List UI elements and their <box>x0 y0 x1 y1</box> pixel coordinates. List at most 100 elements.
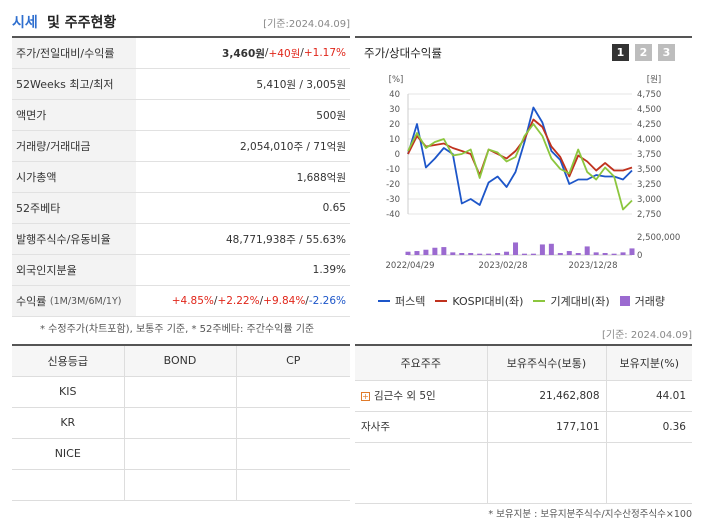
legend-label: 퍼스텍 <box>395 295 426 308</box>
right-axis-unit: [원] <box>647 75 661 85</box>
legend-swatch <box>533 300 546 302</box>
y-right-tick-label: 2,750 <box>637 210 661 220</box>
y-right-tick-label: 4,000 <box>637 135 661 145</box>
legend-item: 기계대비(좌) <box>533 293 610 309</box>
period-button-1[interactable]: 1 <box>612 44 629 61</box>
table-row: KR <box>12 407 350 439</box>
price-row-value: 1.39% <box>312 264 346 276</box>
expand-icon[interactable]: + <box>361 391 370 401</box>
table-header-row: 신용등급 BOND CP <box>12 345 350 377</box>
chart-title: 주가/상대수익률 <box>364 46 442 60</box>
bond-cell <box>123 407 236 439</box>
y-right-tick-label: 3,500 <box>637 165 661 175</box>
return-3m: +2.22% <box>217 295 260 307</box>
price-row: 거래량/거래대금 2,054,010주 / 71억원 <box>12 131 350 162</box>
holder-name-cell: + 김근수 외 5인 <box>355 380 487 412</box>
price-row-value: 0.65 <box>322 202 346 214</box>
legend-item: 거래량 <box>619 293 666 309</box>
cp-cell <box>235 469 350 501</box>
credit-rating-table: 신용등급 BOND CP KIS KR NICE <box>12 344 350 501</box>
returns-label-text: 수익률 <box>16 295 47 308</box>
y-left-tick-label: 0 <box>395 150 400 160</box>
agency-cell <box>12 469 124 501</box>
section-header: 시세 및 주주현황 [기준:2024.04.09] <box>12 10 350 32</box>
y-right-tick-label: 3,000 <box>637 195 661 205</box>
y-right-tick-label: 4,500 <box>637 105 661 115</box>
price-row-label: 발행주식수/유동비율 <box>12 224 136 254</box>
volume-bar <box>441 247 447 255</box>
volume-bar <box>504 251 510 255</box>
column-header: 보유지분(%) <box>605 345 692 381</box>
table-header-row: 주요주주 보유주식수(보통) 보유지분(%) <box>355 345 692 381</box>
price-row: 주가/전일대비/수익률 3,460원 / +40원 / +1.17% <box>12 38 350 69</box>
y-right-tick-label: 4,250 <box>637 120 661 130</box>
volume-bar <box>530 253 536 255</box>
separator: / <box>305 295 309 307</box>
price-row-value: 3,460원 / +40원 / +1.17% <box>136 38 350 68</box>
returns-periods: (1M/3M/6M/1Y) <box>49 295 122 307</box>
shares-cell <box>486 442 606 504</box>
price-row-value: 5,410원 / 3,005원 <box>256 78 346 91</box>
volume-bar <box>521 253 527 255</box>
price-row-label: 거래량/거래대금 <box>12 131 136 161</box>
separator: / <box>300 47 304 59</box>
chart-lines <box>407 106 633 211</box>
column-header: 보유주식수(보통) <box>486 345 606 381</box>
cp-cell <box>235 407 350 439</box>
returns-values: +4.85% / +2.22% / +9.84% / -2.26% <box>136 286 350 316</box>
pct-cell: 0.36 <box>605 411 692 443</box>
separator: / <box>213 295 218 307</box>
series-line-3 <box>407 123 633 211</box>
holder-name: 자사주 <box>361 421 390 433</box>
period-button-2[interactable]: 2 <box>635 44 652 61</box>
period-button-3[interactable]: 3 <box>658 44 675 61</box>
column-header: CP <box>235 345 350 377</box>
major-shareholders-table: 주요주주 보유주식수(보통) 보유지분(%) + 김근수 외 5인 21,462,… <box>355 344 692 504</box>
price-row-label: 외국인지분율 <box>12 255 136 285</box>
price-row: 52Weeks 최고/최저 5,410원 / 3,005원 <box>12 69 350 100</box>
table-row: + 김근수 외 5인 21,462,808 44.01 <box>355 380 692 412</box>
title-market: 시세 <box>12 15 38 31</box>
price-row: 발행주식수/유동비율 48,771,938주 / 55.63% <box>12 224 350 255</box>
price-row: 외국인지분율 1.39% <box>12 255 350 286</box>
holder-name-cell <box>355 442 487 504</box>
volume-bar <box>432 247 438 255</box>
price-row-label: 시가총액 <box>12 162 136 192</box>
volume-bar <box>414 251 420 255</box>
y-right-tick-label: 3,750 <box>637 150 661 160</box>
price-table: 주가/전일대비/수익률 3,460원 / +40원 / +1.17% 52Wee… <box>12 36 350 317</box>
volume-bar <box>477 253 483 255</box>
volume-bar <box>584 246 590 255</box>
price-row-label: 52Weeks 최고/최저 <box>12 69 136 99</box>
volume-bar <box>557 253 563 255</box>
x-tick-label: 2023/12/28 <box>569 261 618 271</box>
returns-row: 수익률 (1M/3M/6M/1Y) +4.85% / +2.22% / +9.8… <box>12 286 350 317</box>
holders-footnote: * 보유지분 : 보유지분주식수/지수산정주식수×100 <box>488 509 692 520</box>
legend-item: KOSPI대비(좌) <box>435 293 523 309</box>
bond-cell <box>123 469 236 501</box>
y-left-tick-label: 20 <box>389 120 400 130</box>
table-row <box>355 442 692 504</box>
separator: / <box>259 295 264 307</box>
x-tick-label: 2022/04/29 <box>386 261 435 271</box>
volume-bar <box>602 253 608 255</box>
cp-cell <box>235 438 350 470</box>
change-rate: +1.17% <box>303 47 346 59</box>
volume-bar <box>495 253 501 255</box>
price-row-value: 1,688억원 <box>296 171 346 184</box>
legend-label: 거래량 <box>634 295 666 308</box>
price-relative-return-chart: [%] [원] 40 4,750 30 4,500 20 4,250 10 4,000 0 3,750… <box>386 75 681 271</box>
pct-cell <box>605 442 692 504</box>
pct-cell: 44.01 <box>605 380 692 412</box>
separator: / <box>264 47 269 59</box>
price-row-value: 2,054,010주 / 71억원 <box>240 140 346 153</box>
legend-item: 퍼스텍 <box>378 293 425 309</box>
volume-bar <box>459 253 465 255</box>
price-row-value: 500원 <box>316 109 346 122</box>
volume-bar <box>486 253 492 255</box>
base-date: [기준:2024.04.09] <box>263 19 350 30</box>
volume-bar <box>620 252 626 255</box>
volume-bar <box>611 253 617 255</box>
column-header: 신용등급 <box>12 345 124 377</box>
price-row-label: 주가/전일대비/수익률 <box>12 38 136 68</box>
